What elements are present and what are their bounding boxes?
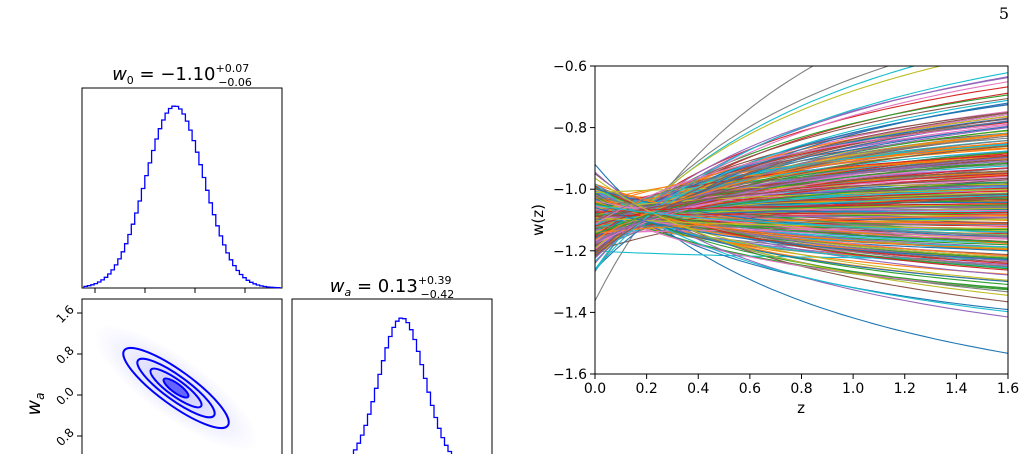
w0-histogram — [83, 105, 281, 289]
wz-curve — [595, 217, 1008, 230]
wz-curve — [595, 177, 1008, 296]
wz-curve — [595, 162, 1008, 236]
wz-curve — [595, 214, 1008, 240]
joint-yticks — [77, 312, 82, 437]
joint-contours — [93, 324, 259, 452]
wz-curve — [595, 72, 1008, 271]
wz-curve — [595, 157, 1008, 244]
wz-curve — [595, 177, 1008, 221]
wz-xlabel: z — [797, 399, 805, 417]
wz-ytick-label: −1.0 — [553, 182, 587, 198]
joint-ytick-label: 0.8 — [53, 343, 76, 366]
wz-ytick-label: −1.6 — [553, 367, 587, 383]
joint-ytick-label: 0.0 — [53, 384, 76, 407]
wz-curve — [595, 211, 1008, 217]
wz-xtick-label: 1.0 — [842, 381, 864, 397]
wz-xtick-label: 0.2 — [635, 381, 657, 397]
wa-histogram — [352, 317, 453, 454]
wz-ylabel: w(z) — [529, 204, 547, 236]
wz-curve — [595, 188, 1008, 226]
wz-xtick-label: 0.8 — [790, 381, 812, 397]
contour-level-4 — [162, 377, 190, 399]
w0-marginal-panel: w0 = −1.10+0.07 −0.06 — [81, 62, 283, 293]
wz-curve — [595, 172, 1008, 227]
wz-curve — [595, 145, 1008, 246]
wz-ytick-label: −1.2 — [553, 244, 587, 260]
wz-curve — [595, 214, 1008, 234]
wz-curve — [595, 155, 1008, 217]
joint-ytick-label: 0.8 — [53, 425, 76, 448]
contour-level-1 — [122, 346, 230, 430]
wz-curve — [595, 181, 1008, 235]
wz-curve — [595, 183, 1008, 313]
wz-curve — [595, 137, 1008, 221]
wz-curve — [595, 76, 1008, 264]
wz-xtick-label: 1.6 — [997, 381, 1019, 397]
wz-ytick-label: −1.4 — [553, 305, 587, 321]
joint-ylabel: wa — [23, 393, 47, 416]
wz-xtick-label: 0.4 — [687, 381, 709, 397]
wz-curve — [595, 204, 1008, 233]
wz-xtick-label: 1.2 — [894, 381, 916, 397]
wz-xtick-label: 1.4 — [945, 381, 967, 397]
joint-frame — [81, 298, 283, 454]
wa-frame — [291, 298, 493, 454]
wz-xtick-label: 0.6 — [739, 381, 761, 397]
wz-curve — [595, 203, 1008, 213]
contour-level-3 — [149, 367, 203, 409]
joint-density-haze — [93, 324, 259, 452]
page-number: 5 — [998, 4, 1009, 23]
wz-curve — [595, 160, 1008, 227]
wz-curve — [595, 207, 1008, 260]
wz-curve — [595, 123, 1008, 225]
wz-ticks: 0.0 0.2 0.4 0.6 0.8 1.0 1.2 1.4 1.6 −0.6 −0.8 −1.0 −… — [553, 59, 1019, 397]
wz-xtick-label: 0.0 — [584, 381, 606, 397]
w0-title: w0 = −1.10+0.07 −0.06 — [112, 62, 252, 89]
wz-ytick-label: −0.8 — [553, 121, 587, 137]
wz-curve — [595, 206, 1008, 290]
wz-panel: 0.0 0.2 0.4 0.6 0.8 1.0 1.2 1.4 1.6 −0.6 −0.8 −1.0 −… — [529, 59, 1019, 417]
wz-curve — [595, 141, 1008, 241]
wz-curves — [595, 66, 1008, 354]
wa-marginal-panel: wa = 0.13+0.39 −0.42 — [291, 274, 493, 454]
contour-level-2 — [136, 357, 216, 419]
w0-xticks — [94, 288, 246, 293]
joint-ytick-label: 1.6 — [53, 302, 76, 325]
joint-panel: 1.6 0.8 0.0 0.8 wa — [23, 298, 283, 454]
wa-title: wa = 0.13+0.39 −0.42 — [330, 274, 455, 301]
wz-ytick-label: −0.6 — [553, 59, 587, 75]
joint-ytick-labels: 1.6 0.8 0.0 0.8 — [53, 302, 76, 448]
w0-frame — [81, 87, 283, 289]
